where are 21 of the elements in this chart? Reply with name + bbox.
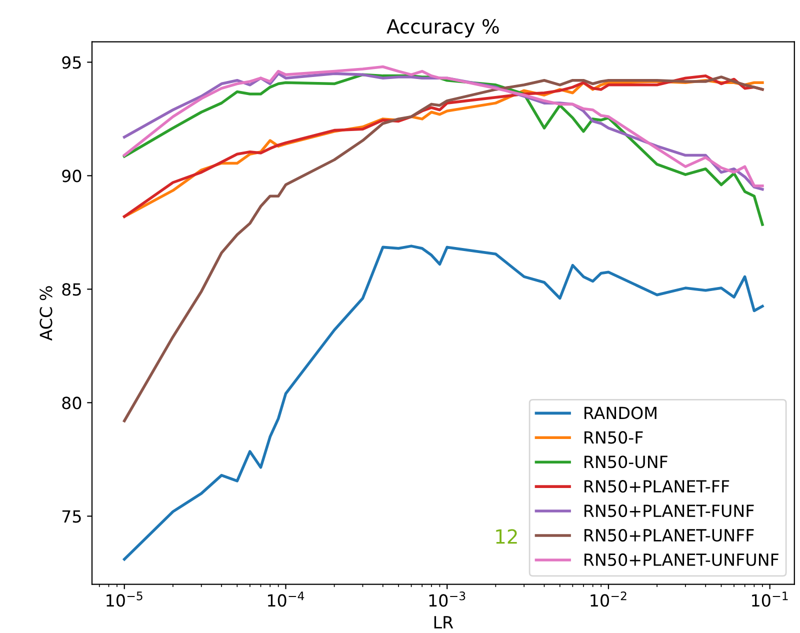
legend-label: RN50+PLANET-FUNF [584,504,754,518]
x-tick-label: 10$^{−3}$ [429,591,466,607]
x-tick-label: 10$^{−5}$ [106,592,142,607]
x-tick-label: 10$^{−1}$ [752,592,788,607]
legend-label: RN50-F [584,431,643,444]
x-axis-title: LR [434,616,454,628]
legend-label: RN50-UNF [584,456,668,468]
annotation: 12 [496,529,517,544]
x-tick-label: 10$^{−4}$ [268,592,304,607]
legend-label: RN50+PLANET-UNFF [584,528,754,542]
y-tick-label: 90 [62,170,82,182]
y-tick-label: 80 [62,396,82,410]
y-axis-title: ACC % [40,286,52,341]
legend-label: RANDOM [584,406,656,420]
y-tick-label: 95 [62,56,81,69]
legend-label: RN50+PLANET-UNFUNF [584,553,778,566]
legend-label: RN50+PLANET-FF [584,480,730,493]
chart-title: Accuracy % [386,19,499,38]
y-tick-label: 75 [62,510,81,523]
y-tick-label: 85 [62,283,81,296]
x-tick-label: 10$^{−2}$ [590,591,626,607]
